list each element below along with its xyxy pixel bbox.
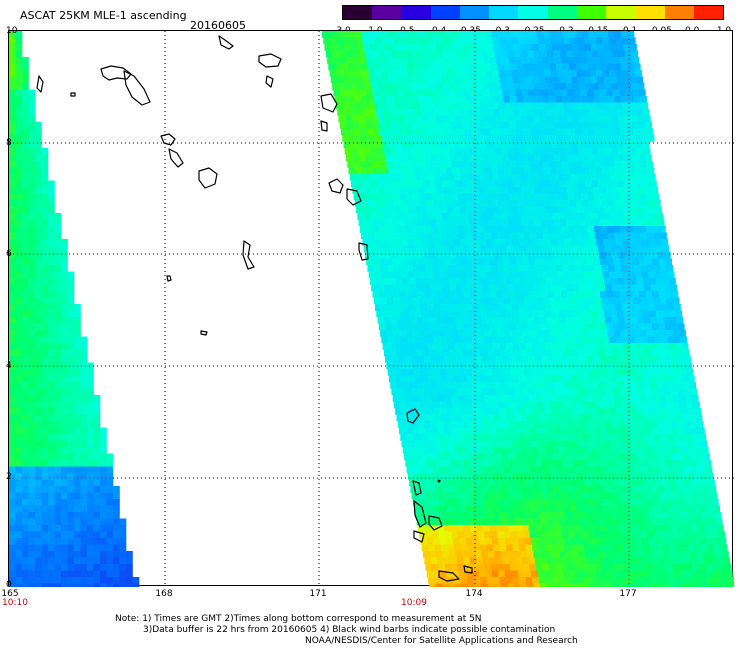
- island-outline: [166, 275, 172, 282]
- lon-label-171: 171: [309, 589, 327, 599]
- island-outline: [198, 167, 218, 189]
- lat-label-6: 6: [6, 249, 12, 259]
- left-swath: [9, 31, 140, 587]
- color-scale-segment: [693, 6, 724, 19]
- island-outline: [70, 92, 76, 97]
- note-line-1: Note: 1) Times are GMT 2)Times along bot…: [115, 614, 482, 624]
- product-title: ASCAT 25KM MLE-1 ascending: [20, 9, 187, 22]
- island-outline: [242, 240, 255, 270]
- island-outline: [358, 242, 369, 261]
- map-plot-area: [8, 30, 734, 587]
- lat-label-8: 8: [6, 138, 12, 148]
- lat-label-0: 0: [6, 580, 12, 590]
- island-outline: [320, 93, 338, 113]
- island-outline: [328, 178, 344, 194]
- island-outline: [218, 35, 234, 50]
- island-outline: [123, 70, 151, 106]
- color-scale-segment: [401, 6, 431, 19]
- note-line-3: NOAA/NESDIS/Center for Satellite Applica…: [305, 636, 578, 646]
- island-outline: [100, 65, 132, 81]
- island-outline: [36, 75, 44, 93]
- island-outline: [413, 530, 425, 543]
- lon-label-174: 174: [465, 589, 483, 599]
- coastlines: [36, 35, 473, 582]
- note-line-2: 3)Data buffer is 22 hrs from 20160605 4)…: [143, 625, 556, 635]
- color-scale-bar: [342, 5, 724, 20]
- island-outline: [428, 515, 443, 531]
- right-swath: [322, 31, 734, 587]
- lon-label-168: 168: [155, 589, 173, 599]
- graticule: [9, 31, 734, 587]
- island-outline: [265, 75, 274, 88]
- color-scale-segment: [372, 6, 402, 19]
- island-outline: [320, 120, 328, 132]
- color-scale-segment: [664, 6, 694, 19]
- product-date: 20160605: [190, 19, 246, 32]
- lat-label-2: 2: [6, 472, 12, 482]
- island-outline: [200, 330, 208, 336]
- time-label-left: 10:10: [2, 598, 28, 608]
- color-scale-segment: [635, 6, 665, 19]
- lat-label-4: 4: [6, 361, 12, 371]
- island-outline: [412, 480, 422, 496]
- island-outline: [346, 188, 362, 206]
- map-canvas: [9, 31, 734, 587]
- time-label-right: 10:09: [401, 598, 427, 608]
- island-outline: [413, 500, 427, 528]
- island-outline: [258, 53, 282, 68]
- color-scale-segment: [606, 6, 636, 19]
- island-outline: [406, 408, 420, 424]
- color-scale-segment: [459, 6, 490, 19]
- island-outline: [168, 148, 184, 168]
- color-scale-segment: [576, 6, 607, 19]
- island-outline: [463, 565, 473, 574]
- color-scale-segment: [430, 6, 460, 19]
- color-scale-segment: [547, 6, 577, 19]
- notes-block: Note: 1) Times are GMT 2)Times along bot…: [115, 614, 578, 647]
- contamination-barb: [437, 479, 441, 483]
- lat-label-10: 10: [6, 26, 18, 36]
- color-scale-segment: [518, 6, 548, 19]
- lon-label-165: 165: [1, 589, 19, 599]
- island-outline: [438, 570, 460, 582]
- lon-label-177: 177: [619, 589, 637, 599]
- color-scale-segment: [343, 6, 373, 19]
- color-scale-segment: [489, 6, 519, 19]
- island-outline: [160, 133, 176, 146]
